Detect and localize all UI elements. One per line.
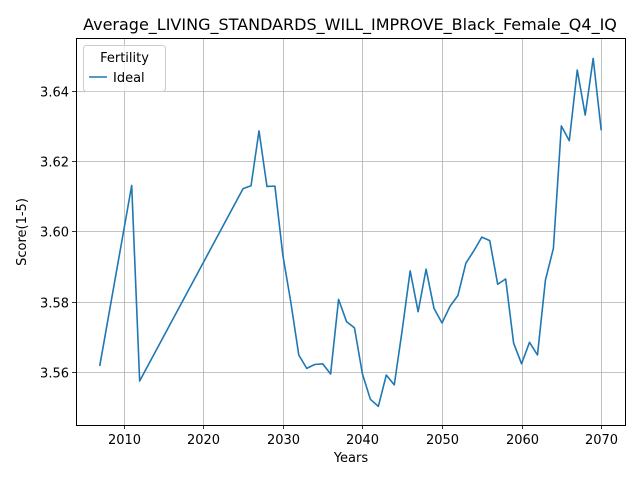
legend-box	[83, 45, 166, 92]
chart-title: Average_LIVING_STANDARDS_WILL_IMPROVE_Bl…	[83, 15, 617, 35]
legend-label-ideal: Ideal	[113, 71, 145, 86]
y-axis-label: Score(1-5)	[15, 198, 30, 266]
x-tick-label: 2030	[267, 433, 300, 448]
y-tick-label: 3.58	[40, 297, 69, 312]
x-tick-label: 2040	[346, 433, 379, 448]
x-tick-label: 2020	[187, 433, 220, 448]
y-tick-label: 3.60	[40, 226, 69, 241]
plot-frame	[76, 38, 626, 426]
series-line-ideal	[98, 57, 603, 408]
x-tick-label: 2050	[426, 433, 459, 448]
legend-title: Fertility	[100, 51, 149, 66]
y-tick-label: 3.64	[40, 86, 69, 101]
y-tick-label: 3.62	[40, 156, 69, 171]
y-tick-label: 3.56	[40, 367, 69, 382]
grid-lines	[76, 38, 625, 425]
legend: Fertility Ideal	[83, 45, 166, 92]
x-axis-label: Years	[333, 451, 369, 466]
y-axis-ticks: 3.56 3.58 3.60 3.62 3.64	[40, 86, 76, 382]
x-tick-label: 2070	[585, 433, 618, 448]
series-layer	[98, 57, 603, 408]
x-tick-label: 2010	[108, 433, 141, 448]
x-tick-label: 2060	[506, 433, 539, 448]
x-axis-ticks: 2010 2020 2030 2040 2050 2060 2070	[108, 425, 618, 448]
